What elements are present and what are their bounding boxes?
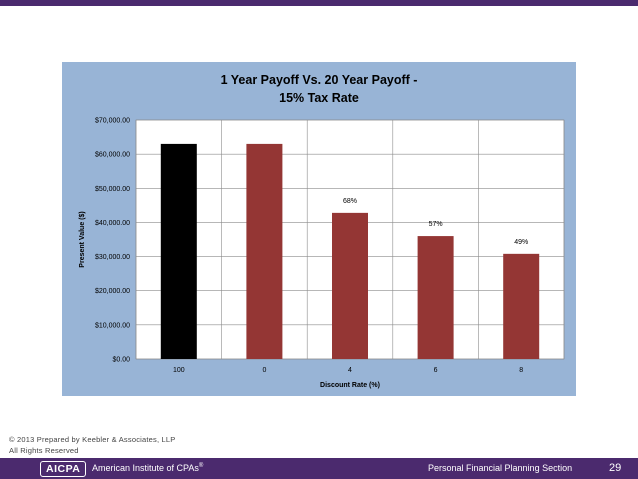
bar-4 (332, 212, 368, 359)
footer-bar: AICPA American Institute of CPAs® Person… (0, 458, 638, 479)
page-number: 29 (609, 462, 622, 474)
chart-title-line-2: 15% Tax Rate (279, 91, 359, 105)
y-tick-label: $60,000.00 (95, 152, 130, 159)
data-label: 68% (343, 198, 357, 205)
institute-text: American Institute of CPAs (92, 463, 199, 473)
y-tick-label: $30,000.00 (95, 254, 130, 261)
chart-panel: 1 Year Payoff Vs. 20 Year Payoff - 15% Ta… (62, 62, 576, 396)
y-tick-label: $20,000.00 (95, 288, 130, 295)
x-tick-label: 4 (348, 367, 352, 374)
data-label: 57% (429, 221, 443, 228)
x-tick-label: 8 (519, 367, 523, 374)
copyright-notice: © 2013 Prepared by Keebler & Associates,… (9, 434, 176, 456)
copyright-line-2: All Rights Reserved (9, 446, 79, 455)
aicpa-logo: AICPA (40, 461, 87, 477)
data-label: 49% (514, 239, 528, 246)
y-tick-label: $40,000.00 (95, 220, 130, 227)
y-tick-label: $10,000.00 (95, 322, 130, 329)
bar-0 (246, 143, 283, 359)
x-tick-label: 0 (262, 367, 266, 374)
y-axis-label: Present Value ($) (79, 211, 86, 267)
y-tick-label: $0.00 (112, 357, 130, 364)
bar-6 (417, 236, 454, 359)
y-tick-label: $70,000.00 (95, 118, 130, 125)
chart-title-line-1: 1 Year Payoff Vs. 20 Year Payoff - (221, 73, 418, 87)
x-axis-label: Discount Rate (%) (320, 382, 380, 389)
section-name: Personal Financial Planning Section (428, 463, 573, 473)
top-accent-bar (0, 0, 638, 6)
copyright-line-1: © 2013 Prepared by Keebler & Associates,… (9, 435, 176, 444)
y-tick-label: $50,000.00 (95, 186, 130, 193)
bar-100 (160, 143, 197, 359)
x-tick-label: 6 (434, 367, 438, 374)
bar-8 (503, 253, 540, 359)
registered-mark: ® (198, 463, 204, 469)
chart-svg: 1 Year Payoff Vs. 20 Year Payoff - 15% Ta… (79, 73, 565, 389)
x-tick-label: 100 (173, 367, 185, 374)
institute-name: American Institute of CPAs® (92, 463, 203, 473)
